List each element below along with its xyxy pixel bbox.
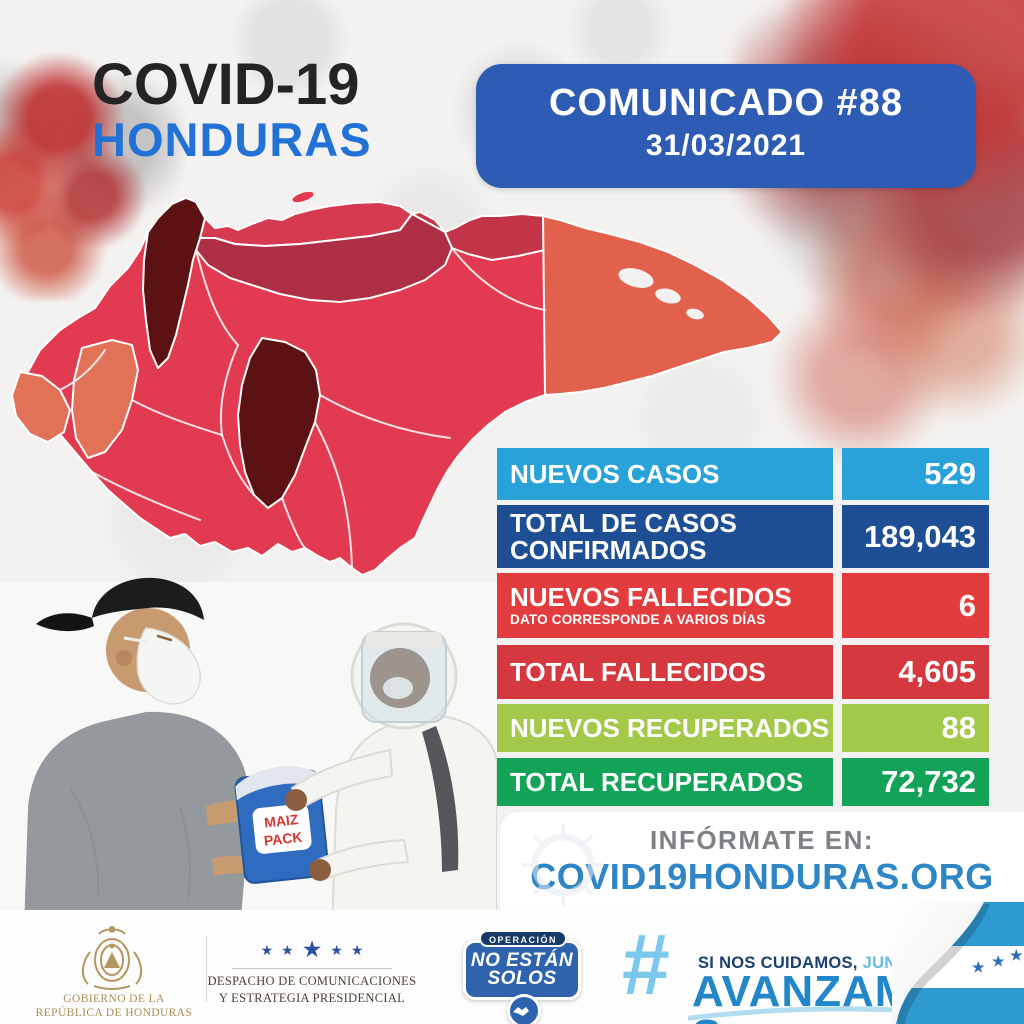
page-title: COVID-19 HONDURAS [92,52,372,166]
handshake-icon [507,994,541,1024]
map-region-ocotepeque [11,371,71,443]
stat-value: 189,043 [842,505,989,568]
stars-underline [232,968,392,969]
stat-value: 88 [842,704,989,752]
honduras-flag-page-curl: ★ ★ ★ [892,902,1024,1024]
comunicado-number: COMUNICADO #88 [549,82,903,124]
stat-value: 72,732 [842,758,989,806]
operacion-shield: NO ESTÁN SOLOS [463,940,581,1000]
hashtag-glyph: # [622,917,670,1013]
svg-text:★: ★ [992,953,1005,969]
stat-row-total-fallecidos: TOTAL FALLECIDOS 4,605 [497,645,989,699]
map-region-gracias-a-dios [542,215,783,396]
stat-row-total-casos: TOTAL DE CASOS CONFIRMADOS 189,043 [497,505,989,568]
stat-label: NUEVOS CASOS [497,448,833,500]
virus-watermark-icon [522,824,604,906]
stat-row-total-recuperados: TOTAL RECUPERADOS 72,732 [497,758,989,806]
info-card: INFÓRMATE EN: COVID19HONDURAS.ORG [500,812,1024,910]
stat-label: NUEVOS FALLECIDOS DATO CORRESPONDE A VAR… [497,573,833,638]
operacion-no-estan-solos-badge: NO ESTÁN SOLOS OPERACIÓN [455,930,591,1024]
bag-label-line1: MAIZ [263,811,299,831]
stat-value: 6 [842,573,989,638]
map-region-colon [411,211,546,261]
comunicado-date: 31/03/2021 [645,129,807,162]
title-covid19: COVID-19 [92,52,360,117]
svg-text:★: ★ [972,959,985,975]
operacion-ribbon: OPERACIÓN [479,930,567,947]
stat-value: 529 [842,448,989,500]
stat-label: NUEVOS RECUPERADOS [497,704,833,752]
stat-label: TOTAL DE CASOS CONFIRMADOS [497,505,833,568]
stat-value: 4,605 [842,645,989,699]
despacho-caption: DESPACHO DE COMUNICACIONES Y ESTRATEGIA … [207,974,417,1005]
stat-label: TOTAL RECUPERADOS [497,758,833,806]
comunicado-banner: COMUNICADO #88 31/03/2021 [476,64,976,188]
stat-sublabel: DATO CORRESPONDE A VARIOS DÍAS [510,611,766,627]
svg-text:★: ★ [1010,947,1023,963]
honduras-coat-of-arms [82,926,142,990]
five-stars-icon: ★ ★ ★ ★ ★ [260,936,364,962]
photo-worker-ppe [285,622,497,930]
photo-aid-delivery: MAIZ PACK [0,577,497,930]
photo-man-left [24,577,292,930]
stat-label: TOTAL FALLECIDOS [497,645,833,699]
map-department-borders [59,247,546,569]
footer-divider [206,936,207,1002]
government-caption: GOBIERNO DE LA REPÚBLICA DE HONDURAS [35,993,193,1020]
map-island-utila [292,191,314,203]
bag-label-line2: PACK [263,829,303,849]
info-prompt: INFÓRMATE EN: [649,825,875,855]
info-url-link[interactable]: COVID19HONDURAS.ORG [530,856,994,897]
footer-band: GOBIERNO DE LA REPÚBLICA DE HONDURAS ★ ★ ★… [0,910,1024,1024]
stat-row-nuevos-recuperados: NUEVOS RECUPERADOS 88 [497,704,989,752]
honduras-department-map [11,191,783,576]
map-region-cortes [142,197,206,369]
stat-row-nuevos-fallecidos: NUEVOS FALLECIDOS DATO CORRESPONDE A VAR… [497,573,989,638]
map-lagoons [618,268,704,320]
title-honduras: HONDURAS [92,113,372,166]
page-curl [892,902,984,1024]
stat-row-nuevos-casos: NUEVOS CASOS 529 [497,448,989,500]
